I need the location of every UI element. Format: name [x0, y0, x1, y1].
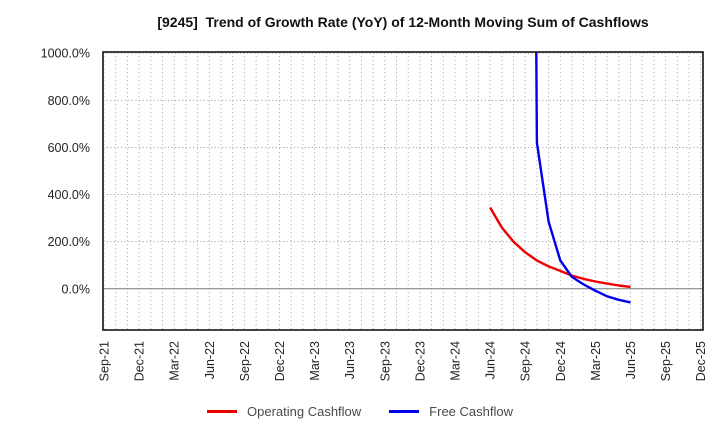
chart-title: [9245] Trend of Growth Rate (YoY) of 12-… — [157, 14, 649, 30]
x-tick-label: Jun-22 — [203, 341, 217, 379]
data-series-lines — [489, 52, 631, 304]
x-tick-label: Dec-23 — [413, 341, 427, 381]
y-tick-label: 600.0% — [48, 141, 90, 155]
x-tick-label: Jun-23 — [343, 341, 357, 379]
free-cashflow-line-swatch — [389, 410, 420, 413]
plot-border — [102, 51, 704, 331]
y-axis-tick-labels: 1000.0% 800.0% 600.0% 400.0% 200.0% 0.0% — [41, 47, 90, 297]
x-tick-label: Jun-25 — [624, 341, 638, 379]
y-tick-label: 200.0% — [48, 235, 90, 249]
legend: Operating Cashflow Free Cashflow — [0, 404, 720, 419]
series-line-free-cashflow — [535, 52, 631, 304]
legend-label-free-cashflow: Free Cashflow — [429, 404, 513, 419]
x-tick-label: Sep-21 — [98, 341, 112, 381]
x-tick-label: Dec-22 — [273, 341, 287, 381]
horizontal-gridlines — [103, 52, 703, 243]
x-tick-label: Mar-25 — [589, 341, 603, 381]
y-tick-label: 0.0% — [62, 282, 91, 296]
series-line-operating-cashflow — [489, 206, 631, 289]
x-tick-label: Jun-24 — [484, 341, 498, 379]
x-tick-label: Dec-25 — [694, 341, 708, 381]
y-tick-label: 800.0% — [48, 94, 90, 108]
legend-label-operating-cashflow: Operating Cashflow — [247, 404, 362, 419]
x-tick-label: Sep-24 — [519, 341, 533, 381]
x-tick-label: Mar-23 — [308, 341, 322, 381]
x-tick-label: Dec-21 — [133, 341, 147, 381]
x-axis-tick-labels: Sep-21 Dec-21 Mar-22 Jun-22 Sep-22 Dec-22 Mar-… — [98, 341, 709, 381]
legend-item-free-cashflow: Free Cashflow — [389, 404, 513, 419]
x-tick-label: Dec-24 — [554, 341, 568, 381]
x-tick-label: Sep-25 — [659, 341, 673, 381]
y-tick-label: 400.0% — [48, 188, 90, 202]
x-tick-label: Mar-22 — [168, 341, 182, 381]
operating-cashflow-line-swatch — [207, 410, 237, 413]
x-tick-label: Sep-22 — [238, 341, 252, 381]
x-tick-label: Mar-24 — [449, 341, 463, 381]
y-tick-label: 1000.0% — [41, 47, 90, 61]
x-tick-label: Sep-23 — [378, 341, 392, 381]
legend-item-operating-cashflow: Operating Cashflow — [207, 404, 361, 419]
